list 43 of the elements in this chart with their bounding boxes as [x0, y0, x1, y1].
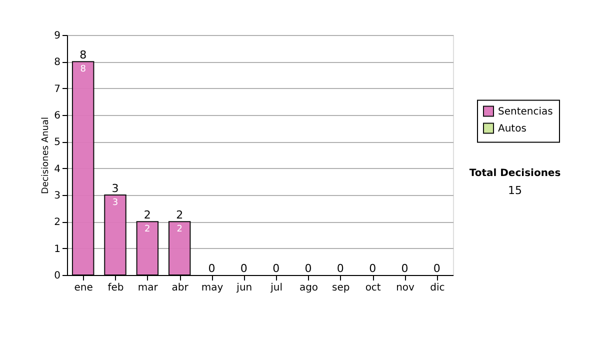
total-label: 0: [336, 262, 344, 275]
y-tick-label: 0: [54, 270, 60, 282]
y-tick-label: 8: [54, 57, 60, 68]
x-tick-label: ago: [299, 282, 318, 294]
y-tick-label: 9: [54, 30, 60, 42]
x-tick-label: oct: [365, 282, 381, 294]
total-label: 0: [369, 262, 376, 275]
y-tick-label: 7: [54, 84, 60, 95]
y-tick-label: 5: [54, 137, 60, 148]
total-label: 0: [240, 262, 248, 275]
x-tick-label: mar: [138, 282, 159, 294]
x-tick-label: jun: [236, 282, 252, 294]
total-label: 0: [208, 262, 216, 275]
x-tick-label: feb: [108, 282, 124, 294]
x-tick-label: sep: [332, 282, 350, 294]
text: Total Decisiones: [469, 168, 561, 179]
legend-label: Sentencias: [498, 106, 553, 118]
total-label: 0: [433, 262, 440, 275]
x-tick-label: ene: [74, 282, 93, 294]
legend-label: Autos: [498, 123, 526, 134]
x-tick-label: abr: [172, 282, 190, 294]
x-tick-label: dic: [430, 282, 445, 294]
y-tick-label: 1: [54, 244, 60, 255]
total-label: 3: [112, 182, 119, 195]
x-tick-label: nov: [396, 282, 415, 294]
data-label: 2: [144, 224, 150, 235]
total-label: 8: [80, 48, 87, 62]
total-label: 2: [176, 208, 184, 222]
y-tick-label: 4: [54, 164, 60, 175]
total-label: 0: [272, 262, 280, 275]
text: 15: [508, 184, 522, 197]
data-label: 3: [112, 198, 118, 208]
x-tick-label: may: [201, 282, 224, 294]
y-tick-label: 6: [54, 110, 60, 122]
x-tick-label: jul: [270, 282, 283, 294]
total-label: 2: [144, 208, 151, 222]
data-label: 8: [80, 64, 86, 75]
y-tick-label: 2: [54, 217, 60, 228]
total-label: 0: [304, 262, 312, 275]
total-label: 0: [401, 262, 408, 275]
y-tick-label: 3: [54, 190, 60, 202]
data-label: 2: [176, 224, 182, 235]
y-axis-title: Decisiones Anual: [41, 117, 52, 194]
